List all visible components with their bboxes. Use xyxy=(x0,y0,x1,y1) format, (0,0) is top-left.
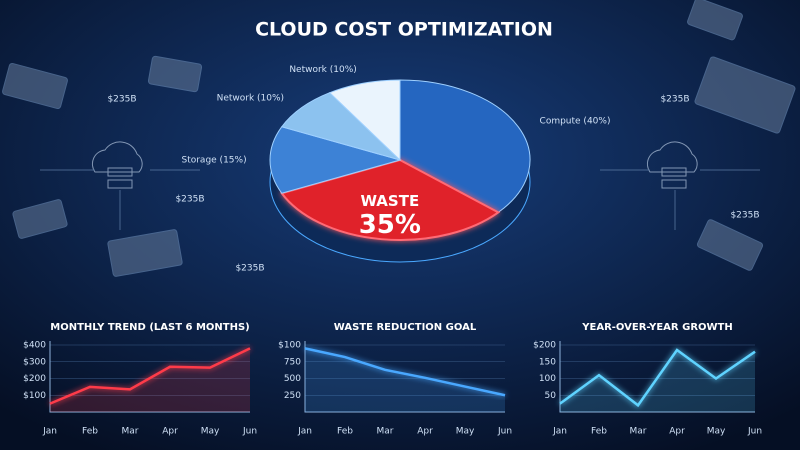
area xyxy=(50,348,250,412)
y-tick-label: $400 xyxy=(23,341,46,351)
axis xyxy=(559,341,755,413)
axis xyxy=(304,341,505,413)
chart-title: MONTHLY TREND (LAST 6 MONTHS) xyxy=(50,322,249,333)
main-title: CLOUD COST OPTIMIZATION xyxy=(255,19,553,41)
x-tick-label: Mar xyxy=(377,427,394,437)
pie-slice xyxy=(328,79,401,162)
x-tick-label: Apr xyxy=(162,427,178,437)
area xyxy=(560,350,755,412)
x-tick-label: Jun xyxy=(747,427,762,437)
line xyxy=(559,348,756,408)
annotation: $235B xyxy=(175,195,204,205)
y-tick-label: 750 xyxy=(284,357,301,367)
decor-right xyxy=(600,0,796,271)
chart-title: YEAR-OVER-YEAR GROWTH xyxy=(581,322,732,333)
x-tick-label: Feb xyxy=(337,427,353,437)
pie-slice xyxy=(399,79,531,213)
y-tick-label: $200 xyxy=(533,341,556,351)
y-tick-label: $200 xyxy=(23,374,46,384)
y-tick-label: $100 xyxy=(23,391,46,401)
annotation: $235B xyxy=(107,95,136,105)
x-tick-label: Jun xyxy=(242,427,257,437)
slice-label: Network (10%) xyxy=(289,65,356,75)
x-tick-label: Jan xyxy=(297,427,312,437)
annotation: $235B xyxy=(660,95,689,105)
y-tick-label: 500 xyxy=(284,374,301,384)
x-tick-label: Feb xyxy=(591,427,607,437)
chart-title: WASTE REDUCTION GOAL xyxy=(334,322,477,333)
x-tick-label: May xyxy=(707,427,726,437)
x-tick-label: Mar xyxy=(122,427,139,437)
x-tick-label: Feb xyxy=(82,427,98,437)
x-tick-label: Jan xyxy=(42,427,57,437)
y-tick-label: 250 xyxy=(284,391,301,401)
line xyxy=(49,347,251,405)
slice-label: Network (10%) xyxy=(217,94,284,104)
axis xyxy=(49,341,250,413)
pie-slice xyxy=(280,158,501,241)
slice-label: Storage (15%) xyxy=(181,156,246,166)
decor-left xyxy=(2,55,203,277)
y-tick-label: 150 xyxy=(539,357,556,367)
slice-value-label: 35% xyxy=(359,210,421,240)
slice-label: Compute (40%) xyxy=(540,116,611,126)
x-tick-label: Mar xyxy=(630,427,647,437)
y-tick-label: $300 xyxy=(23,357,46,367)
y-tick-label: $100 xyxy=(278,341,301,351)
line xyxy=(304,347,506,397)
x-tick-label: Jun xyxy=(497,427,512,437)
y-tick-label: 100 xyxy=(539,374,556,384)
area xyxy=(305,348,505,412)
x-tick-label: May xyxy=(201,427,220,437)
annotation: $235B xyxy=(730,211,759,221)
x-tick-label: Apr xyxy=(417,427,433,437)
pie-slice xyxy=(269,126,402,194)
x-tick-label: Apr xyxy=(669,427,685,437)
y-tick-label: 50 xyxy=(545,391,557,401)
annotation: $235B xyxy=(235,264,264,274)
slice-label: WASTE xyxy=(360,192,419,210)
x-tick-label: May xyxy=(456,427,475,437)
x-tick-label: Jan xyxy=(552,427,567,437)
